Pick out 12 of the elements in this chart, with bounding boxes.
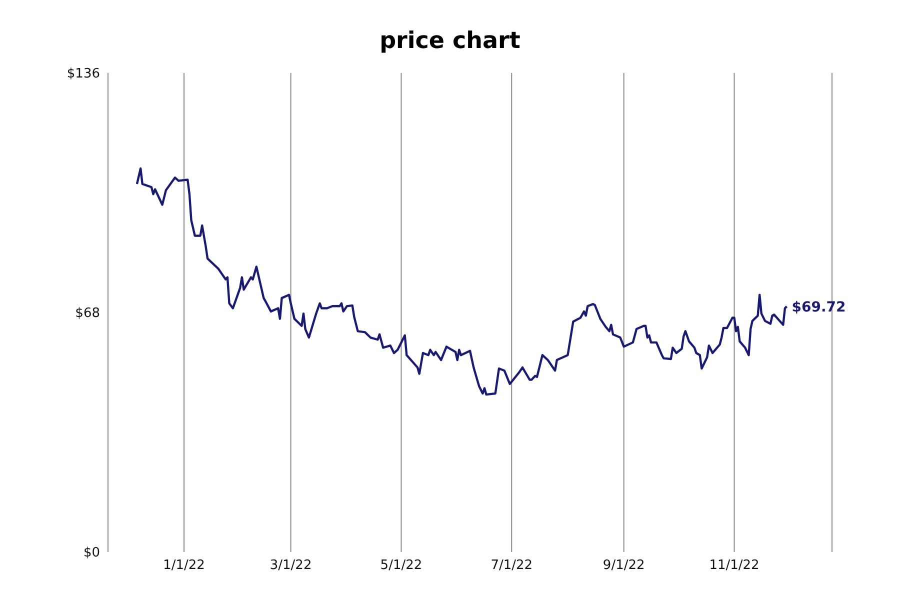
y-tick-label: $68 [75, 306, 100, 322]
x-tick-label: 3/1/22 [270, 558, 312, 574]
x-tick-label: 11/1/22 [709, 558, 760, 574]
y-tick-label: $0 [83, 546, 100, 561]
x-tick-label: 1/1/22 [163, 558, 205, 574]
chart-title: price chart [378, 27, 522, 56]
line-series [136, 167, 788, 396]
annotation: $69.72 [792, 299, 846, 316]
x-tick-label: 5/1/22 [380, 558, 422, 574]
x-tick-label: 7/1/22 [490, 558, 533, 574]
y-tick-label: $136 [66, 66, 100, 82]
x-tick-label: 9/1/22 [602, 558, 645, 574]
